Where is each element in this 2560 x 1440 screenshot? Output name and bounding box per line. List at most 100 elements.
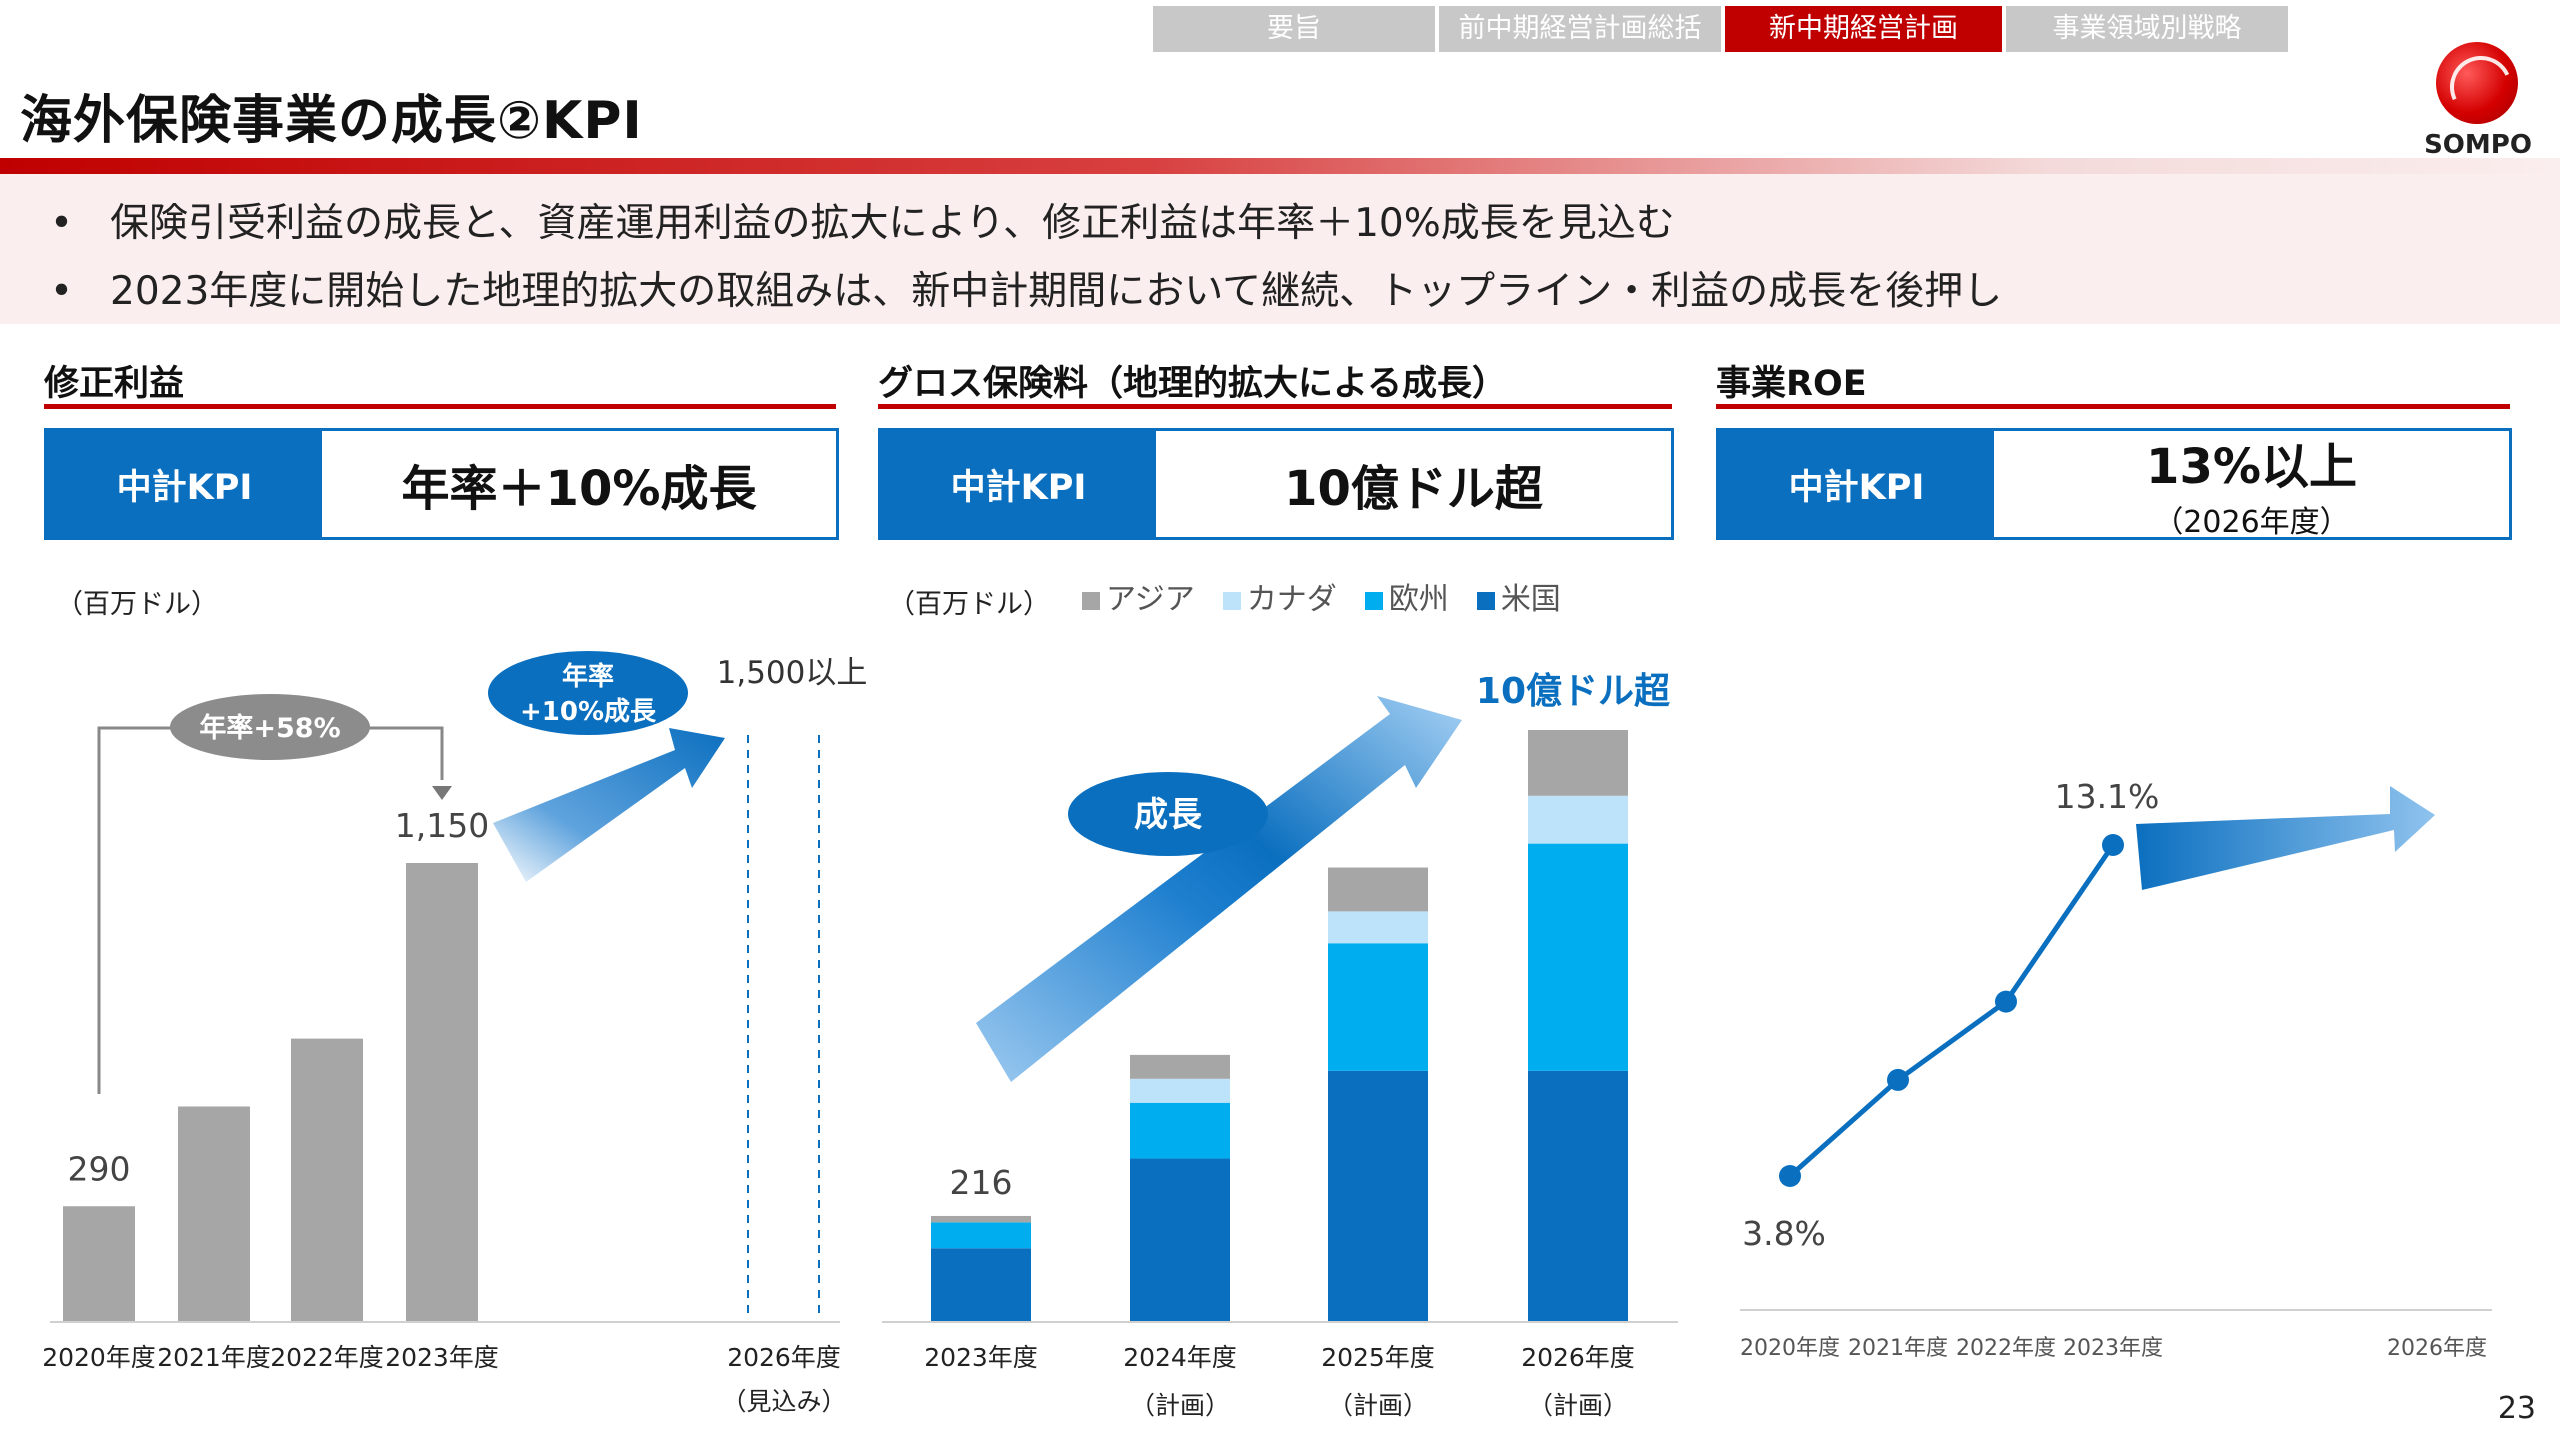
roe-value-label: 3.8% <box>1742 1214 1826 1253</box>
target-label: 1,500以上 <box>717 655 868 691</box>
section-rule <box>1716 404 2510 409</box>
stacked-bar-segment <box>1130 1078 1230 1103</box>
roe-point <box>1887 1068 1909 1091</box>
kpi-value: 年率＋10%成長 <box>401 461 757 517</box>
section-rule <box>44 404 836 409</box>
unit-label: （百万ドル） <box>56 589 218 620</box>
x-tick-label: 2021年度 <box>157 1343 271 1372</box>
growth-badge <box>170 694 370 760</box>
section-title-roe: 事業ROE <box>1716 364 1867 404</box>
kpi-label: 中計KPI <box>1719 431 1994 537</box>
growth-arrow <box>2136 786 2435 890</box>
profit-bar <box>178 1106 250 1322</box>
stacked-bar-segment <box>931 1222 1031 1249</box>
x-tick-label: 2023年度 <box>2063 1336 2163 1361</box>
profit-bar <box>406 863 478 1322</box>
legend-item: カナダ <box>1222 582 1337 617</box>
stacked-bar-segment <box>1328 911 1428 944</box>
logo-text: SOMPO <box>2424 130 2532 160</box>
stacked-bar-segment <box>1130 1158 1230 1322</box>
target-label: 10億ドル超 <box>1476 671 1671 712</box>
section-title-gross: グロス保険料（地理的拡大による成長） <box>878 364 1507 404</box>
roe-line-chart: 3.8% 13.1% <box>1740 777 2492 1311</box>
sompo-logo-icon <box>2436 42 2518 124</box>
stacked-bar-segment <box>1528 1070 1628 1322</box>
stacked-bar-segment <box>1328 1070 1428 1322</box>
kpi-box-profit: 中計KPI 年率＋10%成長 <box>44 428 839 540</box>
x-tick-label: 2026年度 （計画） <box>1521 1343 1635 1420</box>
bracket-arrowhead <box>432 786 452 800</box>
legend-swatch <box>1222 591 1241 610</box>
x-tick-label: 2022年度 <box>1956 1336 2056 1361</box>
stacked-bar-segment <box>931 1248 1031 1322</box>
stacked-bar-segment <box>1130 1102 1230 1159</box>
page-number: 23 <box>2497 1391 2536 1426</box>
x-tick-label: 2021年度 <box>1848 1336 1948 1361</box>
stacked-bar-segment <box>1528 730 1628 796</box>
stacked-bar-segment <box>1328 943 1428 1071</box>
growth-bubble <box>488 651 688 735</box>
kpi-label: 中計KPI <box>47 431 322 537</box>
kpi-value: 13%以上 <box>2146 439 2357 495</box>
growth-bubble-text: 成長 <box>1134 795 1203 835</box>
x-tick-label: 2020年度 <box>42 1343 156 1372</box>
bar-value-label: 216 <box>950 1163 1013 1202</box>
section-title-profit: 修正利益 <box>44 364 185 404</box>
legend-swatch <box>1476 591 1495 610</box>
growth-badge-text: 年率+58% <box>199 712 340 744</box>
stacked-bar-segment <box>1328 867 1428 912</box>
page-title: 海外保険事業の成長②KPI <box>20 91 643 151</box>
profit-bar <box>291 1038 363 1322</box>
legend-item: 米国 <box>1476 582 1561 617</box>
legend-item: アジア <box>1082 582 1195 617</box>
kpi-value: 10億ドル超 <box>1284 461 1543 517</box>
x-tick-label: 2020年度 <box>1740 1336 1840 1361</box>
x-tick-label: 2025年度 （計画） <box>1321 1343 1435 1420</box>
x-tick-label: 2023年度 <box>924 1343 1038 1372</box>
kpi-value-wrap: 13%以上 （2026年度） <box>1994 431 2509 540</box>
tab-summary[interactable]: 要旨 <box>1153 6 1435 52</box>
tab-new-plan[interactable]: 新中期経営計画 <box>1725 6 2002 52</box>
growth-arrow <box>976 696 1462 1082</box>
tab-business-strategy[interactable]: 事業領域別戦略 <box>2006 6 2288 52</box>
kpi-sub: （2026年度） <box>2153 505 2350 540</box>
summary-bullets: • 保険引受利益の成長と、資産運用利益の拡大により、修正利益は年率＋10%成長を見… <box>0 174 2560 324</box>
tab-previous-plan-review[interactable]: 前中期経営計画総括 <box>1439 6 1721 52</box>
bullet-item: • 2023年度に開始した地理的拡大の取組みは、新中計期間において継続、トップライ… <box>50 269 2003 314</box>
legend-swatch <box>1364 591 1383 610</box>
bullet-item: • 保険引受利益の成長と、資産運用利益の拡大により、修正利益は年率＋10%成長を見… <box>50 201 1675 246</box>
gross-premium-stacked-chart: 成長 10億ドル超 216 <box>882 671 1678 1323</box>
legend-item: 欧州 <box>1364 582 1449 617</box>
x-tick-label: 2024年度 （計画） <box>1123 1343 1237 1420</box>
bubble-line1: 年率 <box>562 661 614 692</box>
bar-value-label: 290 <box>68 1149 131 1188</box>
x-tick-label: 2026年度 <box>2387 1336 2487 1361</box>
kpi-label: 中計KPI <box>881 431 1156 537</box>
kpi-box-gross: 中計KPI 10億ドル超 <box>878 428 1674 540</box>
profit-bar <box>63 1206 135 1322</box>
bar-value-label: 1,150 <box>395 806 489 845</box>
legend-swatch <box>1082 591 1100 610</box>
roe-value-label: 13.1% <box>2055 777 2160 816</box>
growth-bubble <box>1068 772 1268 856</box>
growth-bracket <box>97 726 444 1094</box>
roe-line <box>1788 843 2116 1178</box>
x-tick-label: 2023年度 <box>385 1343 499 1372</box>
roe-point <box>1779 1165 1801 1187</box>
x-tick-forecast: 2026年度 （見込み） <box>721 1343 847 1416</box>
stacked-bar-segment <box>1528 795 1628 844</box>
roe-point <box>1995 990 2017 1013</box>
profit-bar-chart: 290 1,150 年率+58% 年率 +10%成長 1,500以上 <box>50 651 868 1323</box>
roe-point <box>2102 834 2124 856</box>
stacked-bar-segment <box>1528 843 1628 1071</box>
kpi-box-roe: 中計KPI 13%以上 （2026年度） <box>1716 428 2512 540</box>
section-rule <box>878 404 1672 409</box>
bubble-line2: +10%成長 <box>520 697 657 727</box>
title-rule <box>0 158 2560 174</box>
growth-arrow <box>493 728 725 882</box>
stacked-bar-segment <box>1130 1054 1230 1079</box>
stacked-bar-segment <box>931 1215 1031 1223</box>
unit-label: （百万ドル） <box>888 589 1050 620</box>
x-tick-label: 2022年度 <box>270 1343 384 1372</box>
chart-legend: アジア カナダ 欧州 米国 <box>1082 574 1589 618</box>
